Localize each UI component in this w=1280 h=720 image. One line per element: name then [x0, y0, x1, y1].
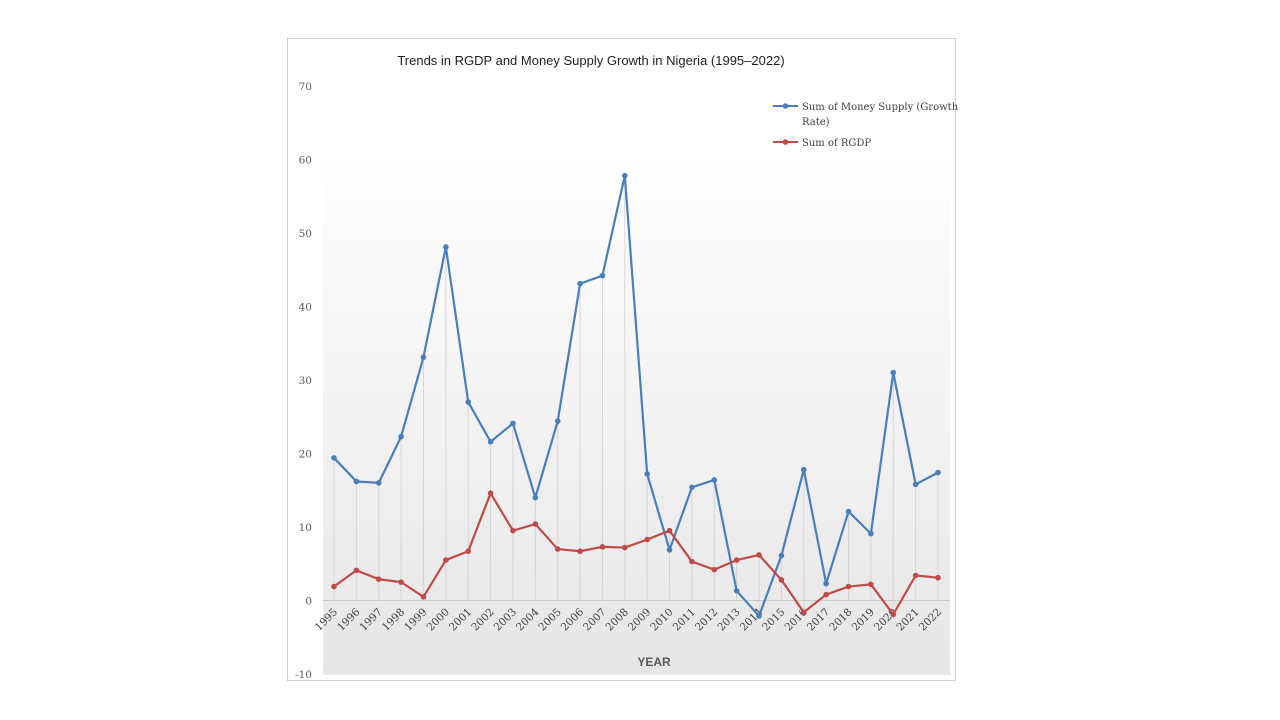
series-1-point	[398, 433, 404, 440]
series-2-point	[577, 548, 583, 555]
series-2-point	[599, 544, 606, 550]
series-1-point	[756, 613, 762, 619]
series-2-point	[912, 572, 919, 579]
y-tick-label: 70	[299, 81, 312, 93]
y-tick-label: 50	[299, 228, 312, 240]
series-2-point	[622, 544, 628, 551]
series-1-point	[778, 552, 785, 559]
chart-title: Trends in RGDP and Money Supply Growth i…	[397, 53, 784, 68]
series-1-point	[331, 455, 337, 461]
series-2-point	[733, 557, 740, 563]
series-1-point	[868, 530, 874, 537]
legend-swatch-marker	[782, 139, 789, 145]
series-2-point	[868, 581, 874, 588]
series-2-point	[465, 548, 472, 555]
series-2-point	[398, 579, 404, 585]
series-1-point	[622, 172, 628, 179]
series-2-point	[510, 527, 516, 534]
series-1-point	[554, 418, 561, 424]
series-2-point	[420, 594, 427, 600]
series-1-point	[420, 354, 427, 361]
series-layer	[331, 172, 941, 619]
legend-label: Sum of Money Supply (Growth	[802, 102, 959, 113]
series-1-point	[487, 438, 494, 445]
series-2-point	[644, 536, 650, 543]
series-2-point	[689, 558, 695, 565]
series-2-point	[823, 591, 829, 598]
y-tick-label: -10	[295, 669, 312, 681]
series-2-point	[890, 611, 897, 618]
series-1-point	[443, 244, 449, 250]
series-1-point	[465, 399, 472, 405]
series-1-point	[800, 466, 807, 473]
series-2-point	[845, 583, 852, 590]
legend: Sum of Money Supply (Growth Rate) Sum of R…	[773, 102, 959, 149]
series-2-point	[711, 566, 718, 573]
series-2-point	[666, 527, 673, 534]
series-line-1	[333, 174, 939, 618]
series-2-point	[554, 546, 561, 552]
series-line-2	[333, 492, 939, 616]
series-2-point	[935, 574, 941, 581]
legend-swatch-marker	[782, 103, 789, 109]
series-1-point	[823, 580, 829, 587]
y-tick-label: 40	[299, 302, 312, 314]
series-1-point	[644, 471, 650, 477]
y-tick-label: 0	[305, 596, 312, 608]
y-tick-label: 60	[299, 155, 312, 167]
series-1-point	[532, 494, 539, 501]
series-1-point	[666, 546, 673, 553]
legend-label: Sum of RGDP	[802, 138, 871, 149]
y-tick-label: 10	[299, 522, 312, 534]
x-axis-title: YEAR	[637, 655, 671, 669]
series-2-point	[756, 552, 762, 558]
series-2-point	[353, 567, 360, 574]
series-1-point	[577, 280, 583, 287]
series-1-point	[353, 478, 360, 485]
series-1-point	[689, 484, 695, 491]
series-1-point	[890, 369, 897, 376]
plot-area	[323, 150, 950, 675]
series-1-point	[935, 469, 941, 476]
legend-label: Rate)	[802, 117, 830, 128]
series-1-point	[510, 420, 516, 427]
series-2-point	[331, 583, 337, 590]
series-1-point	[375, 480, 382, 486]
series-2-point	[800, 609, 807, 616]
y-tick-label: 20	[299, 449, 312, 461]
y-tick-label: 30	[299, 375, 312, 387]
series-2-point	[532, 521, 539, 527]
series-2-point	[443, 557, 449, 563]
series-1-point	[711, 477, 718, 483]
series-2-point	[375, 576, 382, 582]
series-1-point	[845, 508, 852, 515]
series-2-point	[778, 577, 785, 583]
drop-lines	[333, 175, 939, 616]
series-2-point	[487, 490, 494, 496]
series-1-point	[599, 272, 606, 279]
series-1-point	[733, 588, 740, 594]
series-1-point	[912, 481, 919, 488]
